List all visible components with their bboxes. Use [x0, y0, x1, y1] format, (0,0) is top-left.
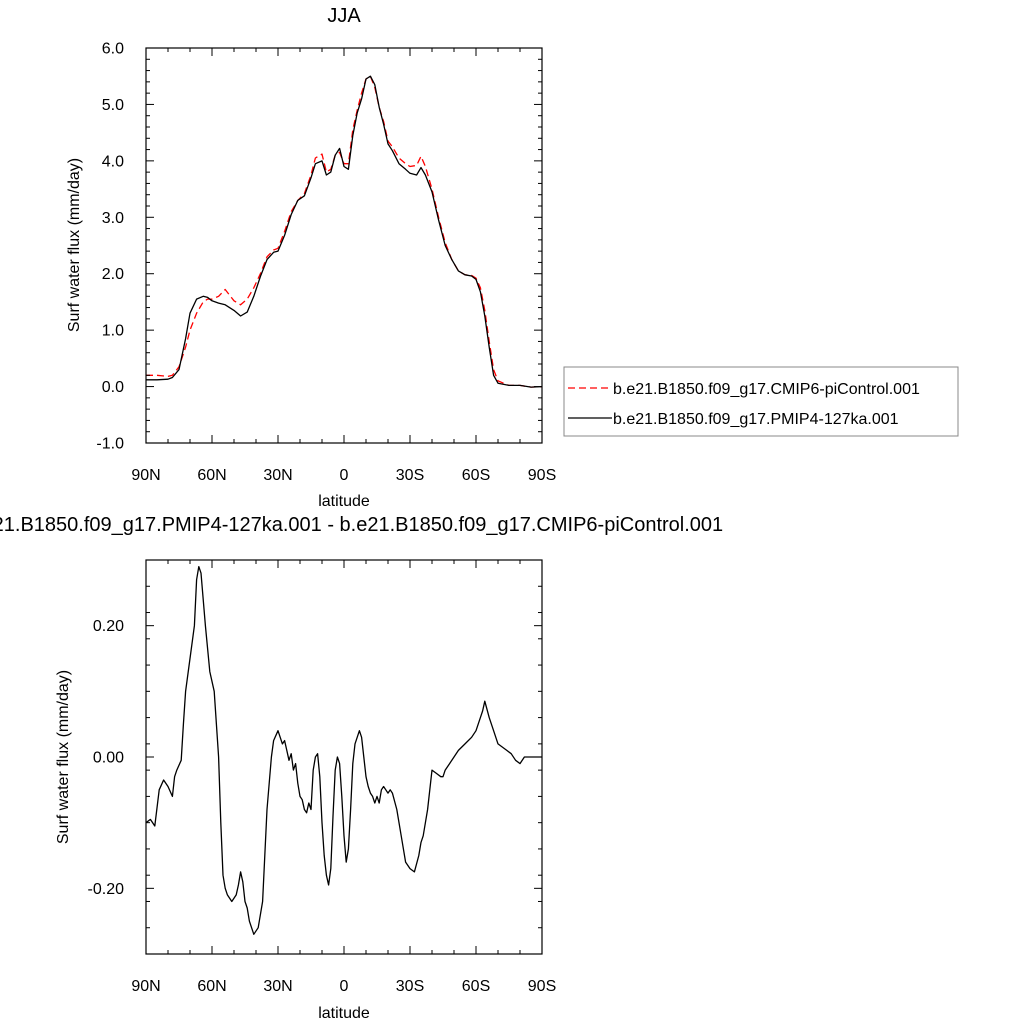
top-x-tick-label: 60N — [197, 467, 226, 484]
bottom-x-tick-label: 90S — [528, 978, 556, 995]
top-x-tick-label: 30N — [263, 467, 292, 484]
top-series-group — [146, 75, 543, 388]
top-x-tick-label: 90S — [528, 467, 556, 484]
bottom-x-tick-label: 90N — [131, 978, 160, 995]
top-y-tick-label: 6.0 — [102, 41, 124, 58]
top-axis-ticks: 90N 60N 30N 0 30S 60S 90S -1.0 0.0 1.0 2.0 3.0 4.0 5.… — [96, 41, 556, 485]
bottom-x-tick-label: 30N — [263, 978, 292, 995]
top-y-tick-label: 5.0 — [102, 97, 124, 114]
top-series-line-0 — [146, 75, 543, 388]
top-plot-frame — [145, 47, 543, 444]
top-x-axis-label: latitude — [318, 493, 370, 510]
top-x-tick-label: 30S — [396, 467, 424, 484]
top-y-tick-label: 2.0 — [102, 266, 124, 283]
top-y-tick-label: -1.0 — [96, 436, 124, 453]
top-y-tick-label: 1.0 — [102, 323, 124, 340]
top-y-tick-label: 4.0 — [102, 153, 124, 170]
top-series-line-1 — [146, 75, 543, 388]
bottom-panel: b.e21.B1850.f09_g17.PMIP4-127ka.001 - b.… — [0, 514, 723, 1022]
legend-entry-control: b.e21.B1850.f09_g17.CMIP6-piControl.001 — [613, 381, 920, 398]
top-chart-title: JJA — [327, 5, 361, 27]
bottom-y-axis-label: Surf water flux (mm/day) — [55, 670, 72, 844]
top-x-tick-label: 60S — [462, 467, 490, 484]
bottom-x-tick-label: 60N — [197, 978, 226, 995]
bottom-axis-ticks: 90N 60N 30N 0 30S 60S 90S -0.20 0.00 0.20 — [88, 559, 556, 995]
top-y-tick-label: 0.0 — [102, 379, 124, 396]
bottom-y-tick-label: 0.20 — [93, 618, 124, 635]
bottom-x-tick-label: 30S — [396, 978, 424, 995]
top-x-tick-label: 90N — [131, 467, 160, 484]
bottom-x-tick-label: 0 — [340, 978, 349, 995]
bottom-series-group — [145, 565, 542, 935]
bottom-series-line-0 — [145, 565, 542, 935]
bottom-chart-title: b.e21.B1850.f09_g17.PMIP4-127ka.001 - b.… — [0, 514, 723, 536]
bottom-x-axis-label: latitude — [318, 1005, 370, 1022]
top-y-axis-label: Surf water flux (mm/day) — [66, 158, 83, 332]
bottom-y-tick-label: 0.00 — [93, 750, 124, 767]
legend: b.e21.B1850.f09_g17.CMIP6-piControl.001 … — [563, 366, 959, 437]
legend-entry-127ka: b.e21.B1850.f09_g17.PMIP4-127ka.001 — [613, 411, 899, 428]
bottom-y-tick-label: -0.20 — [88, 881, 125, 898]
bottom-x-tick-label: 60S — [462, 978, 490, 995]
top-panel: JJA 90N 60N 30N 0 30S 60S 90S -1.0 0.0 1.0 2.0 3.0 4… — [66, 5, 556, 510]
top-x-tick-label: 0 — [340, 467, 349, 484]
top-y-tick-label: 3.0 — [102, 210, 124, 227]
legend-box — [563, 366, 959, 437]
